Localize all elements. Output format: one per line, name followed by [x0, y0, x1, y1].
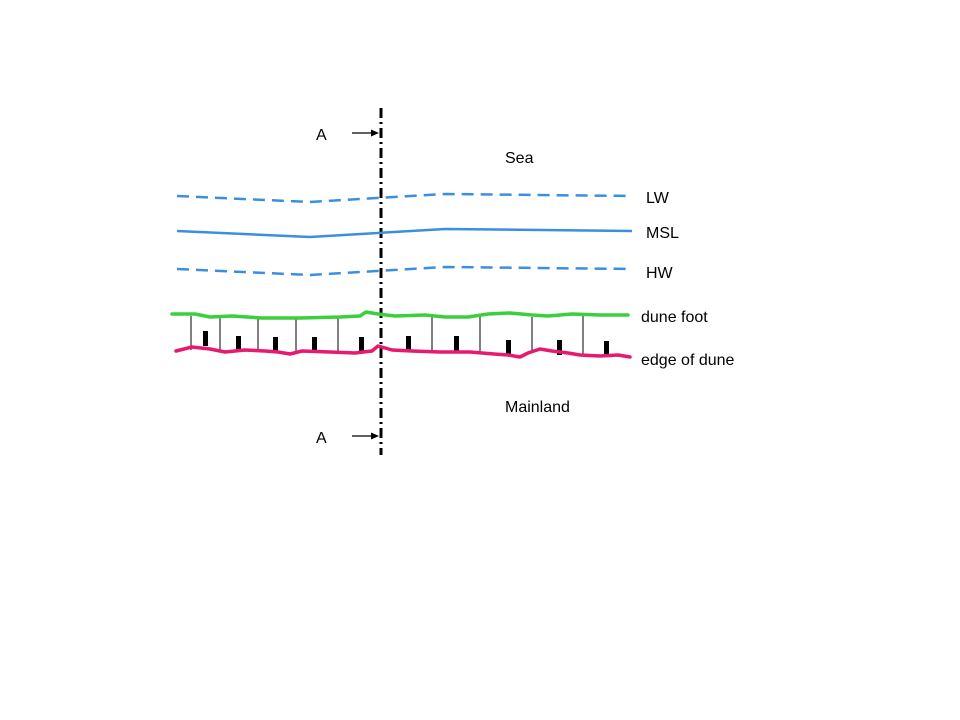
dune-post: [312, 337, 317, 352]
section-label-bottom: A: [316, 430, 327, 447]
dune-post: [406, 336, 411, 351]
dune-post: [506, 340, 511, 355]
low-water-label: LW: [646, 190, 670, 207]
high-water-line: [176, 265, 633, 277]
high-water-label: HW: [646, 265, 674, 282]
dune-foot-label: dune foot: [641, 309, 708, 326]
dune-hatching: [190, 315, 584, 355]
dune-post: [359, 337, 364, 352]
section-label-top: A: [316, 127, 327, 144]
dune-post: [454, 336, 459, 351]
edge-of-dune-label: edge of dune: [641, 352, 735, 369]
dune-post: [273, 337, 278, 352]
dune-post: [557, 340, 562, 355]
low-water-line: [176, 192, 633, 204]
mean-sea-level-label: MSL: [646, 225, 679, 242]
section-arrow-top-icon: [352, 129, 379, 137]
mainland-label: Mainland: [505, 399, 570, 416]
dune-post: [236, 336, 241, 351]
dune-posts: [203, 331, 609, 356]
dune-foot-line: [170, 310, 630, 320]
mean-sea-level-line: [176, 227, 633, 239]
section-arrow-bottom-icon: [352, 432, 379, 440]
dune-post: [604, 341, 609, 356]
sea-label: Sea: [505, 150, 534, 167]
edge-of-dune-line: [174, 344, 632, 359]
dune-post: [203, 331, 208, 346]
